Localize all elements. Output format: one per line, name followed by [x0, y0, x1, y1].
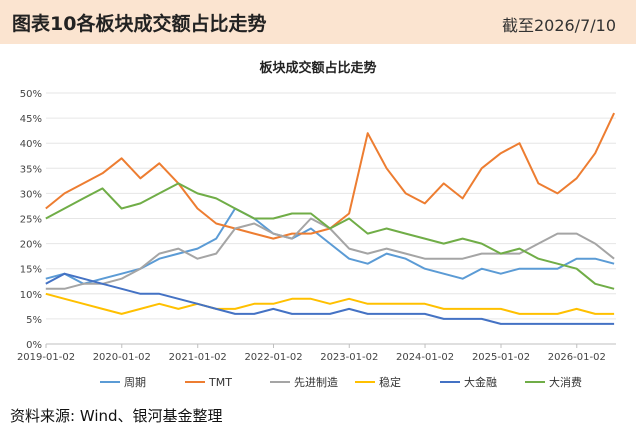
- y-tick-label: 25%: [20, 215, 42, 226]
- x-tick-label: 2022-01-02: [244, 352, 302, 363]
- figure-title-text: 各板块成交额占比走势: [76, 13, 267, 35]
- y-tick-label: 10%: [20, 290, 42, 301]
- y-axis: 0% 5% 10% 15% 20% 25% 30% 35% 40% 45% 50%: [20, 89, 42, 351]
- x-tick-label: 2020-01-02: [93, 352, 151, 363]
- y-tick-label: 0%: [26, 340, 42, 351]
- x-tick-label: 2024-01-02: [396, 352, 454, 363]
- x-tick-label: 2019-01-02: [17, 352, 75, 363]
- source-note: 资料来源: Wind、银河基金整理: [10, 407, 223, 425]
- y-tick-label: 30%: [20, 189, 42, 200]
- legend-label: TMT: [208, 376, 232, 389]
- series-line-2: [45, 112, 616, 240]
- y-tick-label: 50%: [20, 89, 42, 100]
- legend-label: 大消费: [549, 375, 582, 389]
- series-line-5: [45, 272, 615, 325]
- figure-label: 图表10: [12, 13, 77, 35]
- legend-label: 先进制造: [294, 375, 338, 389]
- series-lines: [45, 112, 616, 325]
- legend-label: 大金融: [464, 375, 497, 389]
- y-tick-label: 35%: [20, 164, 42, 175]
- chart-title: 板块成交额占比走势: [259, 60, 376, 76]
- legend-label: 周期: [124, 376, 146, 389]
- series-line-6: [45, 182, 615, 290]
- x-tick-label: 2021-01-02: [169, 352, 227, 363]
- x-tick-label: 2025-01-02: [472, 352, 530, 363]
- chart-area: 板块成交额占比走势 0% 5% 10% 15% 20% 25% 30% 35% 40% 45% 50…: [0, 44, 636, 404]
- x-axis: 2019-01-02 2020-01-02 2021-01-02 2022-01-02…: [17, 344, 606, 363]
- y-tick-label: 45%: [20, 114, 42, 125]
- grid: [46, 92, 616, 345]
- y-tick-label: 5%: [26, 315, 42, 326]
- y-tick-label: 40%: [20, 139, 42, 150]
- date-note: 截至2026/7/10: [501, 16, 616, 35]
- y-tick-label: 20%: [20, 240, 42, 251]
- figure-header: 图表10各板块成交额占比走势 截至2026/7/10: [0, 0, 636, 44]
- series-line-1: [45, 207, 615, 285]
- x-tick-label: 2026-01-02: [548, 352, 606, 363]
- line-chart: 板块成交额占比走势 0% 5% 10% 15% 20% 25% 30% 35% 40% 45% 50…: [17, 60, 616, 389]
- series-line-4: [45, 292, 615, 315]
- y-tick-label: 15%: [20, 265, 42, 276]
- x-tick-label: 2023-01-02: [320, 352, 378, 363]
- figure-title: 图表10各板块成交额占比走势: [12, 9, 266, 36]
- legend: 周期 TMT 先进制造 稳定 大金融 大消费: [100, 375, 582, 389]
- legend-label: 稳定: [379, 375, 401, 389]
